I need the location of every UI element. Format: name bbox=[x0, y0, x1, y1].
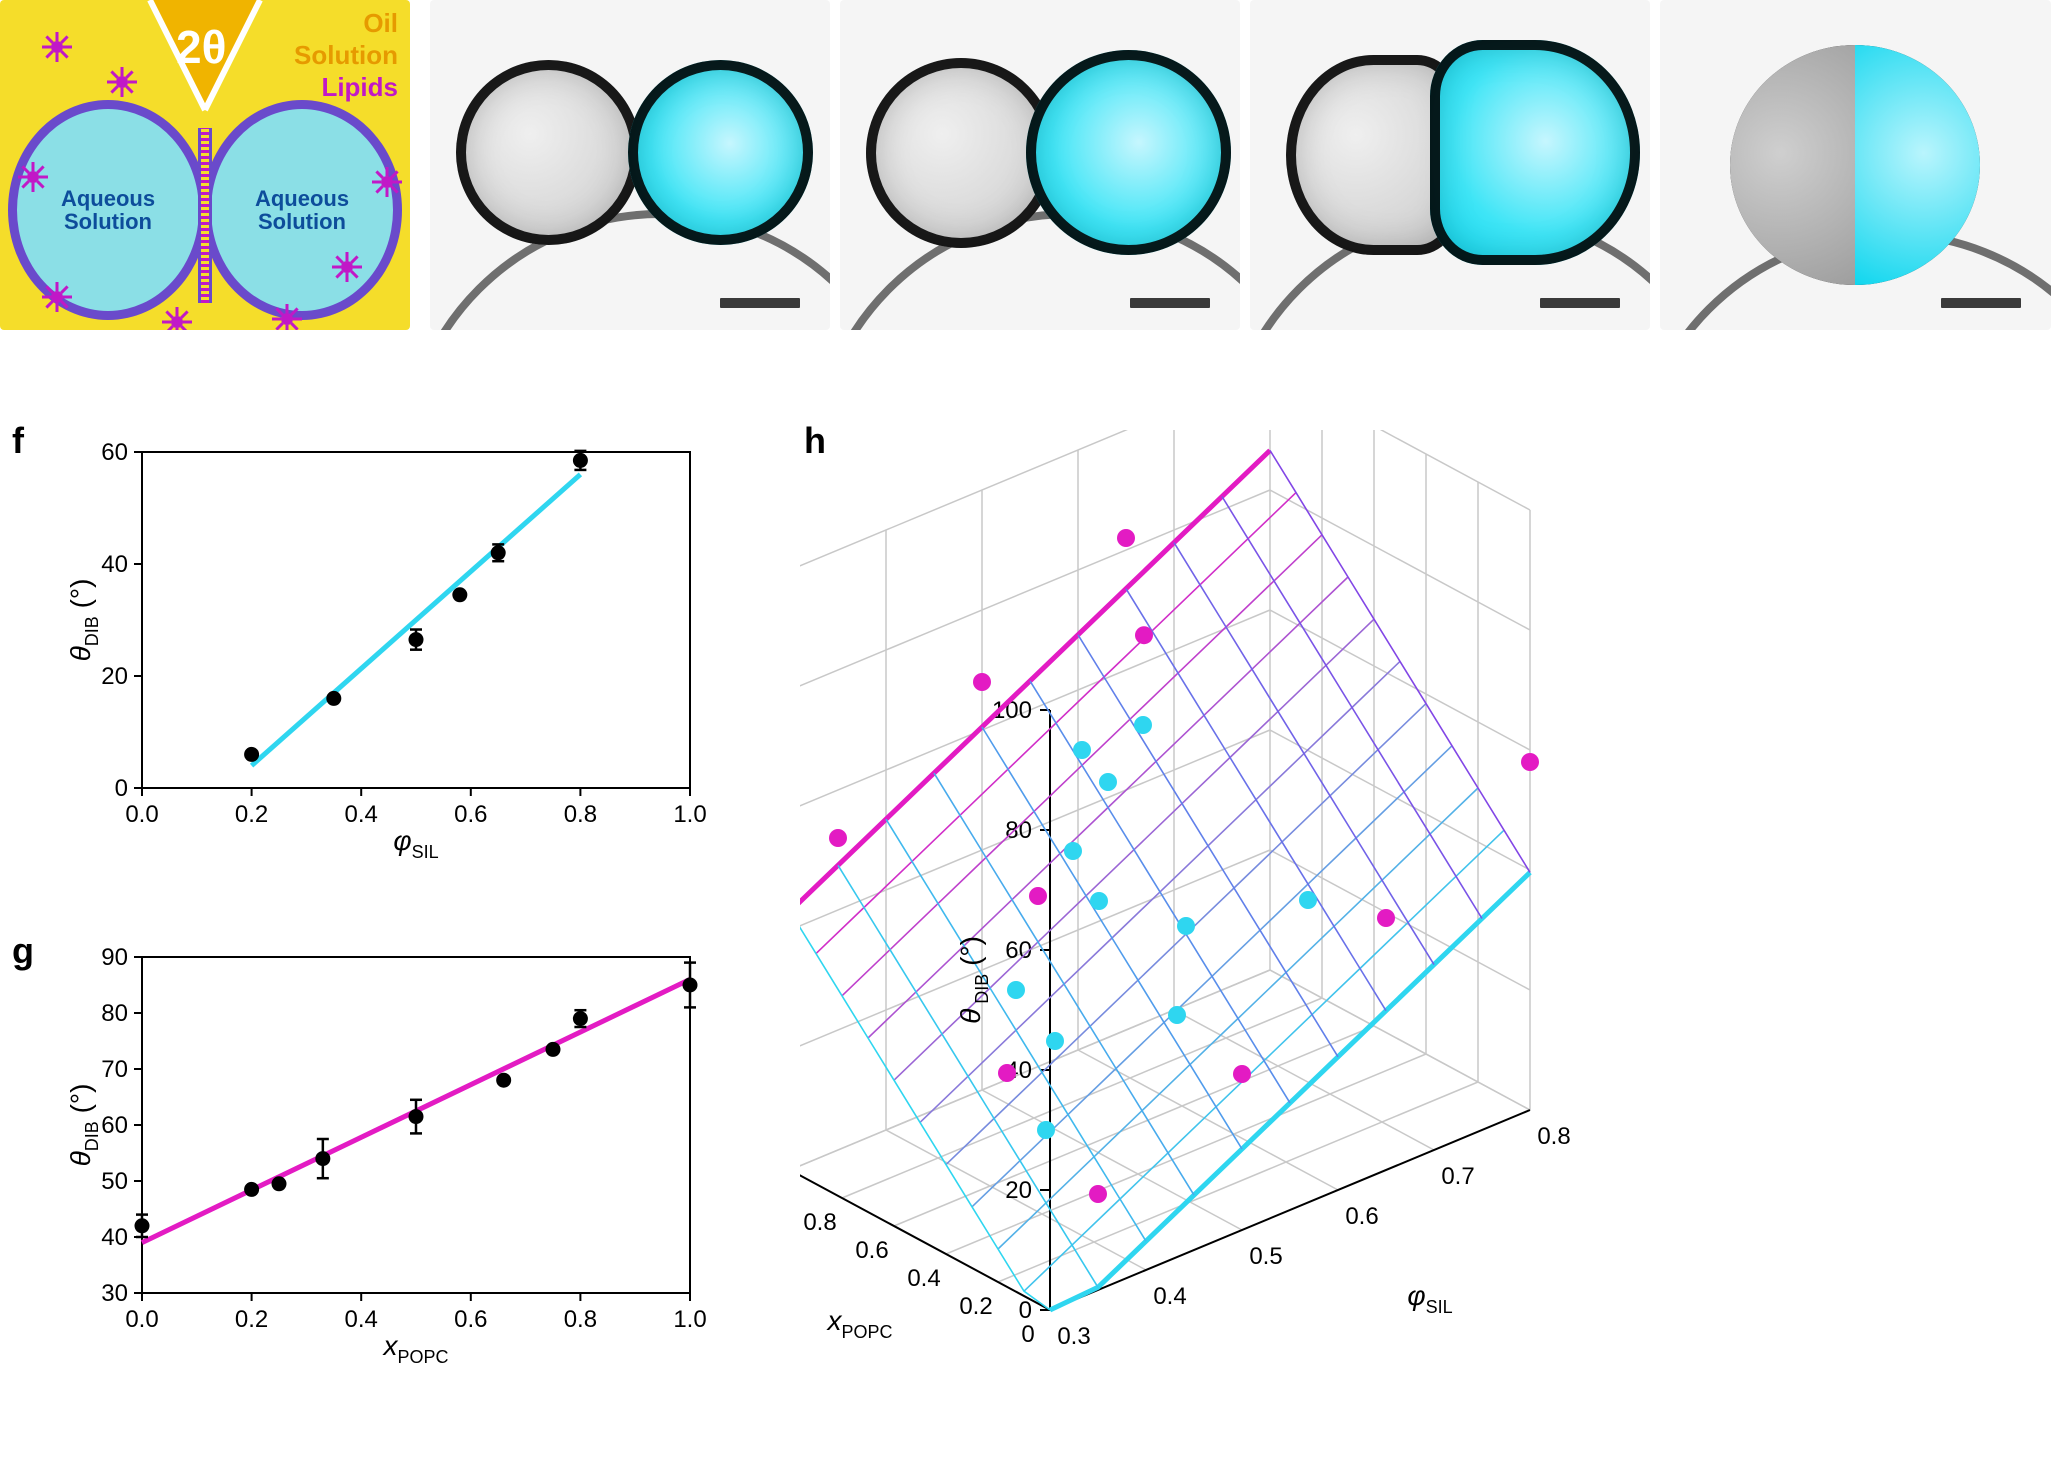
panel-label-f: f bbox=[12, 420, 24, 462]
svg-text:90: 90 bbox=[101, 944, 128, 971]
micelle-icon bbox=[370, 165, 404, 199]
svg-text:0: 0 bbox=[1019, 1297, 1032, 1324]
micelle-icon bbox=[270, 302, 304, 330]
svg-text:0.2: 0.2 bbox=[959, 1293, 992, 1320]
panel-a-schematic: 2θ Oil Solution Lipids AqueousSolution A… bbox=[0, 0, 410, 330]
svg-text:0.8: 0.8 bbox=[1537, 1123, 1570, 1150]
svg-text:0.2: 0.2 bbox=[235, 801, 268, 828]
svg-text:θDIB (°): θDIB (°) bbox=[70, 1084, 102, 1167]
svg-text:0.8: 0.8 bbox=[803, 1209, 836, 1236]
svg-text:φSIL: φSIL bbox=[393, 825, 438, 860]
legend-oil: Oil bbox=[363, 8, 398, 39]
svg-text:0.6: 0.6 bbox=[454, 801, 487, 828]
svg-text:0.8: 0.8 bbox=[564, 801, 597, 828]
svg-text:0.5: 0.5 bbox=[1249, 1243, 1282, 1270]
legend-solution: Solution bbox=[294, 40, 398, 71]
svg-text:60: 60 bbox=[101, 1112, 128, 1139]
micelle-icon bbox=[40, 30, 74, 64]
svg-text:80: 80 bbox=[1005, 817, 1032, 844]
svg-text:0.4: 0.4 bbox=[345, 1306, 378, 1333]
droplet-right: AqueousSolution bbox=[202, 100, 402, 320]
svg-text:0.7: 0.7 bbox=[1441, 1163, 1474, 1190]
aqueous-text-right: AqueousSolution bbox=[255, 187, 349, 233]
scalebar-e bbox=[1941, 298, 2021, 308]
svg-text:0.8: 0.8 bbox=[564, 1306, 597, 1333]
micelle-icon bbox=[105, 65, 139, 99]
svg-text:θ DIB (°): θ DIB (°) bbox=[955, 936, 992, 1024]
svg-text:0.6: 0.6 bbox=[855, 1237, 888, 1264]
panel-h-3d-chart: 02040608010000.20.40.60.810.30.40.50.60.… bbox=[800, 430, 2030, 1450]
scalebar-b bbox=[720, 298, 800, 308]
svg-text:0.4: 0.4 bbox=[907, 1265, 940, 1292]
svg-text:1.0: 1.0 bbox=[673, 801, 706, 828]
panel-f-chart: 0.0 0.2 0.4 0.6 0.8 1.0 0 20 40 60 φSIL θDIB (°) bbox=[70, 430, 710, 860]
svg-text:0.2: 0.2 bbox=[235, 1306, 268, 1333]
svg-text:0: 0 bbox=[115, 775, 128, 802]
svg-text:40: 40 bbox=[101, 551, 128, 578]
svg-text:0.0: 0.0 bbox=[125, 1306, 158, 1333]
svg-text:40: 40 bbox=[101, 1224, 128, 1251]
panel-e-image bbox=[1660, 0, 2051, 330]
svg-text:0.3: 0.3 bbox=[1057, 1323, 1090, 1350]
svg-text:φSIL: φSIL bbox=[1407, 1280, 1452, 1317]
svg-text:0.6: 0.6 bbox=[454, 1306, 487, 1333]
scalebar-d bbox=[1540, 298, 1620, 308]
svg-text:0.6: 0.6 bbox=[1345, 1203, 1378, 1230]
bilayer-icon bbox=[198, 128, 212, 303]
scalebar-c bbox=[1130, 298, 1210, 308]
svg-text:xPOPC: xPOPC bbox=[825, 1305, 892, 1342]
micelle-icon bbox=[40, 280, 74, 314]
micelle-icon bbox=[160, 305, 194, 330]
svg-text:60: 60 bbox=[101, 439, 128, 466]
panel-d-image bbox=[1250, 0, 1650, 330]
svg-text:0.4: 0.4 bbox=[345, 801, 378, 828]
svg-text:30: 30 bbox=[101, 1280, 128, 1307]
panel-g-chart: 0.0 0.2 0.4 0.6 0.8 1.0 30 40 50 60 70 80 90 xPOPC θDI… bbox=[70, 935, 710, 1365]
svg-text:0.4: 0.4 bbox=[1153, 1283, 1186, 1310]
svg-text:70: 70 bbox=[101, 1056, 128, 1083]
aqueous-text-left: AqueousSolution bbox=[61, 187, 155, 233]
svg-text:20: 20 bbox=[101, 663, 128, 690]
svg-text:80: 80 bbox=[101, 1000, 128, 1027]
panel-label-g: g bbox=[12, 930, 34, 972]
svg-text:0: 0 bbox=[1021, 1321, 1034, 1348]
micelle-icon bbox=[330, 250, 364, 284]
svg-text:50: 50 bbox=[101, 1168, 128, 1195]
svg-text:20: 20 bbox=[1005, 1177, 1032, 1204]
svg-text:1.0: 1.0 bbox=[673, 1306, 706, 1333]
svg-text:xPOPC: xPOPC bbox=[381, 1330, 448, 1365]
svg-text:0.0: 0.0 bbox=[125, 801, 158, 828]
micelle-icon bbox=[16, 160, 50, 194]
legend-lipids: Lipids bbox=[321, 72, 398, 103]
droplet-left: AqueousSolution bbox=[8, 100, 208, 320]
svg-text:θDIB (°): θDIB (°) bbox=[70, 579, 102, 662]
panel-b-image bbox=[430, 0, 830, 330]
panel-c-image bbox=[840, 0, 1240, 330]
angle-label: 2θ bbox=[176, 20, 226, 74]
